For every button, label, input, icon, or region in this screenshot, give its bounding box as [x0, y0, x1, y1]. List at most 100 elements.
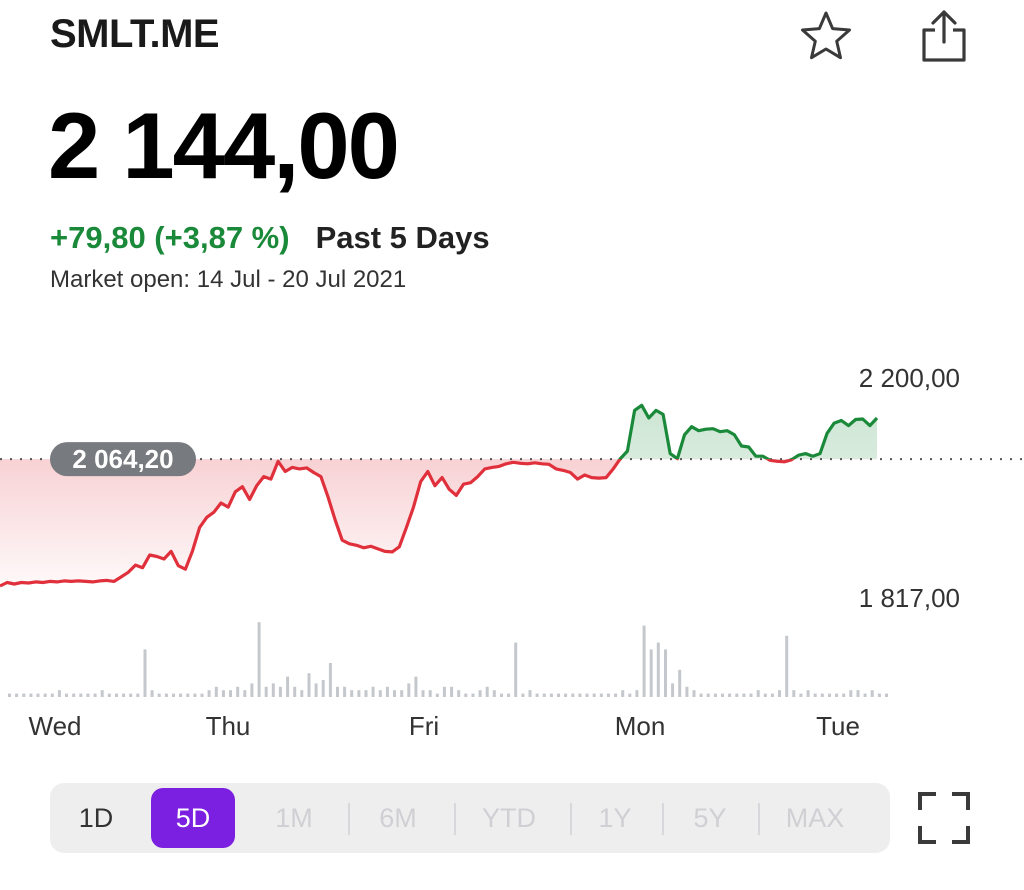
range-button-ytd[interactable]: YTD: [482, 802, 536, 833]
volume-bar: [72, 693, 76, 697]
volume-bar: [806, 690, 810, 697]
volume-bar: [820, 693, 824, 697]
volume-bar: [214, 686, 218, 697]
volume-bar: [143, 649, 147, 697]
fullscreen-icon[interactable]: [916, 790, 972, 846]
current-price: 2 144,00: [48, 93, 400, 198]
volume-bar: [671, 683, 675, 697]
volume-bar: [421, 690, 425, 697]
volume-bar: [307, 673, 311, 697]
area-fill-below: [0, 459, 793, 586]
volume-bar: [507, 693, 511, 697]
share-button[interactable]: [916, 8, 972, 64]
volume-bar: [442, 686, 446, 697]
volume-bar: [713, 693, 717, 697]
volume-bar: [400, 690, 404, 697]
range-button-6m[interactable]: 6M: [379, 802, 417, 833]
x-axis-ticks: Wed Thu Fri Mon Tue: [29, 711, 860, 741]
price-line-below: [0, 459, 796, 588]
volume-bar: [785, 635, 789, 697]
volume-bar: [43, 693, 47, 697]
volume-bar: [742, 693, 746, 697]
range-button-5d[interactable]: 5D: [151, 788, 235, 848]
volume-bar: [236, 686, 240, 697]
volume-bar: [835, 693, 839, 697]
x-tick-label: Thu: [206, 711, 251, 741]
x-tick-label: Mon: [615, 711, 666, 741]
volume-bar: [849, 690, 853, 697]
price-chart[interactable]: 2 064,20 2 200,00 1 817,00 Wed Thu Fri Mon T…: [0, 350, 1024, 760]
volume-bar: [364, 690, 368, 697]
volume-bar: [863, 693, 867, 697]
volume-bar: [129, 693, 133, 697]
volume-bar: [100, 690, 104, 697]
volume-bar: [407, 683, 411, 697]
volume-bar: [371, 686, 375, 697]
volume-bar: [756, 690, 760, 697]
volume-bar: [393, 690, 396, 697]
x-tick-label: Fri: [409, 711, 439, 741]
range-button-1m[interactable]: 1M: [275, 802, 313, 833]
volume-bar: [564, 693, 568, 697]
volume-bar: [485, 686, 489, 697]
change-row: +79,80 (+3,87 %) Past 5 Days: [50, 220, 490, 256]
volume-bar: [186, 693, 190, 697]
volume-bar: [136, 693, 140, 697]
volume-bar: [471, 693, 475, 697]
volume-bar: [514, 642, 518, 697]
volume-bar: [464, 693, 468, 697]
volume-bar: [606, 693, 610, 697]
range-separator: [454, 803, 456, 835]
volume-bar: [842, 693, 846, 697]
volume-bar: [293, 686, 297, 697]
volume-bar: [378, 690, 382, 697]
volume-bar: [571, 693, 575, 697]
volume-bar: [578, 693, 582, 697]
volume-bar: [278, 686, 282, 697]
range-separator: [662, 803, 664, 835]
range-button-1d[interactable]: 1D: [78, 802, 114, 833]
range-separator: [758, 803, 760, 835]
volume-bar: [877, 693, 881, 697]
volume-bar: [22, 693, 26, 697]
volume-bar: [656, 642, 660, 697]
volume-bar: [763, 693, 767, 697]
volume-bar: [264, 686, 268, 697]
volume-bar: [692, 690, 696, 697]
volume-bar: [457, 690, 461, 697]
volume-bar: [678, 669, 682, 697]
range-button-5y[interactable]: 5Y: [693, 802, 727, 833]
volume-bar: [828, 693, 831, 697]
volume-bar: [36, 693, 40, 697]
volume-bar: [778, 690, 781, 697]
volume-bar: [79, 693, 83, 697]
range-separator: [348, 803, 350, 835]
volume-bar: [699, 693, 703, 697]
x-tick-label: Tue: [816, 711, 860, 741]
volume-bar: [792, 690, 796, 697]
volume-bar: [250, 683, 254, 697]
volume-bar: [664, 649, 667, 697]
volume-bar: [500, 693, 503, 697]
volume-bar: [350, 690, 354, 697]
axis-label-high: 2 200,00: [859, 363, 960, 393]
volume-bar: [885, 693, 888, 697]
volume-bar: [635, 690, 639, 697]
share-icon: [922, 10, 966, 62]
volume-bar: [314, 683, 318, 697]
volume-bar: [229, 690, 232, 697]
range-button-max[interactable]: MAX: [785, 802, 845, 833]
range-button-1y[interactable]: 1Y: [598, 802, 632, 833]
volume-bar: [115, 693, 118, 697]
volume-bar: [649, 649, 653, 697]
volume-bar: [271, 683, 275, 697]
volume-bar: [357, 690, 361, 697]
volume-bar: [15, 693, 19, 697]
volume-bar: [286, 676, 290, 697]
volume-bar: [721, 693, 724, 697]
favorite-button[interactable]: [798, 8, 854, 64]
volume-bar: [50, 693, 54, 697]
volume-bar: [435, 693, 439, 697]
volume-bar: [150, 690, 154, 697]
price-line-above: [618, 403, 879, 460]
